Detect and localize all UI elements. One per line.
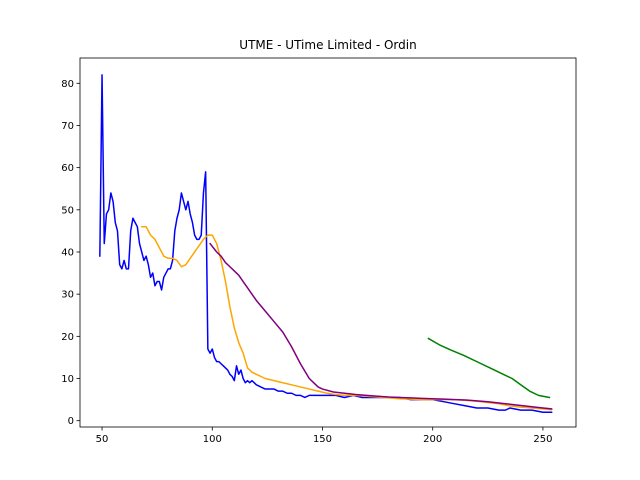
x-tick-label: 200 <box>423 434 442 445</box>
y-tick-label: 70 <box>61 121 74 132</box>
series-layer <box>99 74 553 413</box>
x-tick-label: 150 <box>313 434 332 445</box>
y-tick-label: 10 <box>61 374 74 385</box>
series-line-1 <box>99 74 553 413</box>
y-tick-label: 30 <box>61 290 74 301</box>
y-tick-label: 60 <box>61 163 74 174</box>
y-tick-label: 80 <box>61 79 74 90</box>
y-tick-label: 20 <box>61 332 74 343</box>
y-tick-label: 0 <box>68 416 74 427</box>
axes-layer: 50 100 150 200 250 0 10 20 30 40 50 60 70 80 <box>61 57 577 445</box>
y-tick-label: 40 <box>61 247 74 258</box>
x-tick-label: 100 <box>203 434 222 445</box>
plot-frame <box>79 57 577 428</box>
series-line-4 <box>427 337 551 399</box>
series-line-3 <box>209 242 553 410</box>
x-tick-label: 50 <box>96 434 109 445</box>
y-tick-label: 50 <box>61 205 74 216</box>
x-tick-label: 250 <box>533 434 552 445</box>
chart-title: UTME - UTime Limited - Ordin <box>239 38 416 52</box>
series-line-2 <box>140 225 553 411</box>
